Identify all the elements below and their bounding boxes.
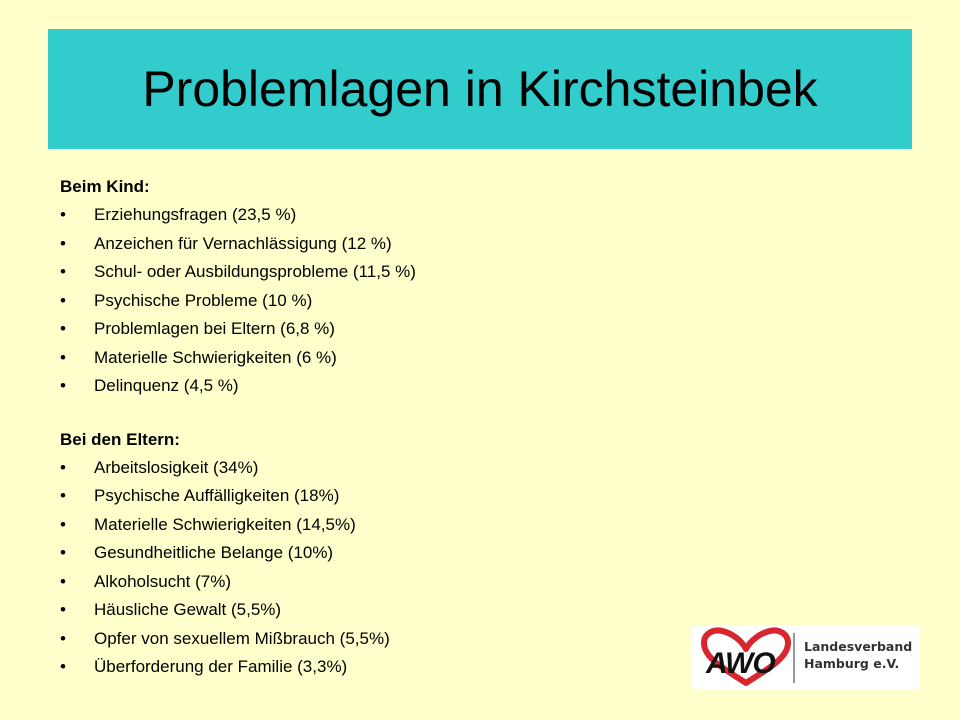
list-item: • Alkoholsucht (7%) [60,568,680,597]
bullet: • [60,262,66,281]
bullet: • [60,628,66,648]
list-item-text: Materielle Schwierigkeiten (6 %) [94,347,337,367]
list-item: • Schul- oder Ausbildungsprobleme (11,5 %… [60,258,680,287]
bullet: • [60,290,66,310]
list-item: • Erziehungsfragen (23,5 %) [60,201,680,230]
list-item: • Psychische Probleme (10 %) [60,287,680,316]
list-item-text: Anzeichen für Vernachlässigung (12 %) [94,233,392,253]
bullet: • [60,657,66,676]
bullet: • [60,233,66,253]
awo-wordmark: AWO [706,647,776,680]
bullet: • [60,319,66,338]
list-item-text: Überforderung der Familie (3,3%) [94,657,348,676]
heart-icon [701,627,791,686]
list-item-text: Gesundheitliche Belange (10%) [94,543,334,562]
bullet: • [60,205,66,224]
logo-org-line1: Landesverband [804,639,913,654]
list-item: • Überforderung der Familie (3,3%) [60,653,680,682]
logo-org-name: Landesverband Hamburg e.V. [804,638,912,672]
logo-org-line2: Hamburg e.V. [804,656,900,671]
content: Beim Kind: • Erziehungsfragen (23,5 %) • A… [60,172,680,682]
section-heading-parents: Bei den Eltern: [60,429,180,449]
page-title: Problemlagen in Kirchsteinbek [142,61,818,117]
bullet: • [60,571,66,591]
list-item-text: Problemlagen bei Eltern (6,8 %) [94,319,335,338]
list-item-text: Häusliche Gewalt (5,5%) [94,600,282,619]
list-item-text: Erziehungsfragen (23,5 %) [94,205,297,224]
list-item-text: Alkoholsucht (7%) [94,571,232,591]
list-item: • Materielle Schwierigkeiten (6 %) [60,344,680,373]
bullet: • [60,347,66,367]
bullet: • [60,486,66,505]
list-item: • Häusliche Gewalt (5,5%) [60,596,680,625]
logo-divider [793,633,795,683]
list-item-text: Psychische Probleme (10 %) [94,290,313,310]
list-item: • Gesundheitliche Belange (10%) [60,539,680,568]
list-item: • Opfer von sexuellem Mißbrauch (5,5%) [60,625,680,654]
list-item: • Anzeichen für Vernachlässigung (12 %) [60,230,680,259]
list-item: • Delinquenz (4,5 %) [60,372,680,401]
section-heading-child: Beim Kind: [60,177,150,196]
bullet: • [60,543,66,562]
list-item-text: Schul- oder Ausbildungsprobleme (11,5 %) [94,262,416,281]
list-item-text: Materielle Schwierigkeiten (14,5%) [94,514,356,534]
bullet: • [60,457,66,477]
section-spacer [60,401,680,425]
bullet: • [60,600,66,619]
list-item-text: Delinquenz (4,5 %) [94,376,239,395]
title-bar: Problemlagen in Kirchsteinbek [48,29,912,149]
list-item: • Materielle Schwierigkeiten (14,5%) [60,511,680,540]
bullet: • [60,514,66,534]
list-item-text: Arbeitslosigkeit (34%) [94,457,259,477]
list-item: • Arbeitslosigkeit (34%) [60,454,680,483]
list-item-text: Opfer von sexuellem Mißbrauch (5,5%) [94,628,390,648]
awo-logo: AWO Landesverband Hamburg e.V. [692,625,920,689]
bullet: • [60,376,66,395]
list-item-text: Psychische Auffälligkeiten (18%) [94,486,340,505]
list-item: • Problemlagen bei Eltern (6,8 %) [60,315,680,344]
list-item: • Psychische Auffälligkeiten (18%) [60,482,680,511]
